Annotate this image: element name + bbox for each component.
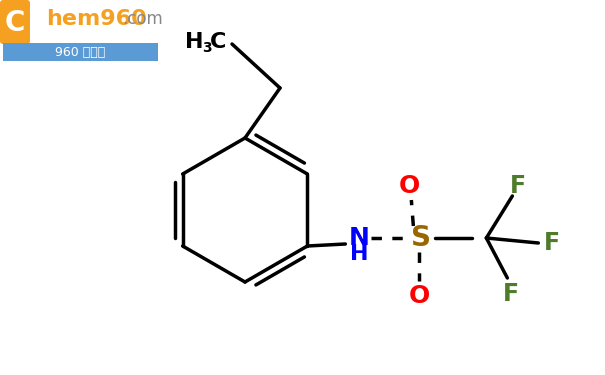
Text: N: N (349, 226, 370, 250)
FancyBboxPatch shape (0, 0, 30, 44)
Text: F: F (544, 231, 560, 255)
Text: F: F (503, 282, 520, 306)
FancyBboxPatch shape (3, 43, 158, 61)
Text: S: S (411, 224, 431, 252)
Text: hem960: hem960 (45, 9, 146, 29)
Text: H: H (185, 32, 203, 52)
Text: O: O (399, 174, 420, 198)
Text: O: O (409, 284, 430, 308)
Text: 3: 3 (202, 41, 212, 55)
Text: C: C (5, 9, 25, 37)
Text: 960 化工网: 960 化工网 (55, 46, 105, 60)
Text: H: H (350, 244, 368, 264)
Text: C: C (210, 32, 226, 52)
Text: F: F (510, 174, 526, 198)
Text: .com: .com (123, 10, 163, 28)
